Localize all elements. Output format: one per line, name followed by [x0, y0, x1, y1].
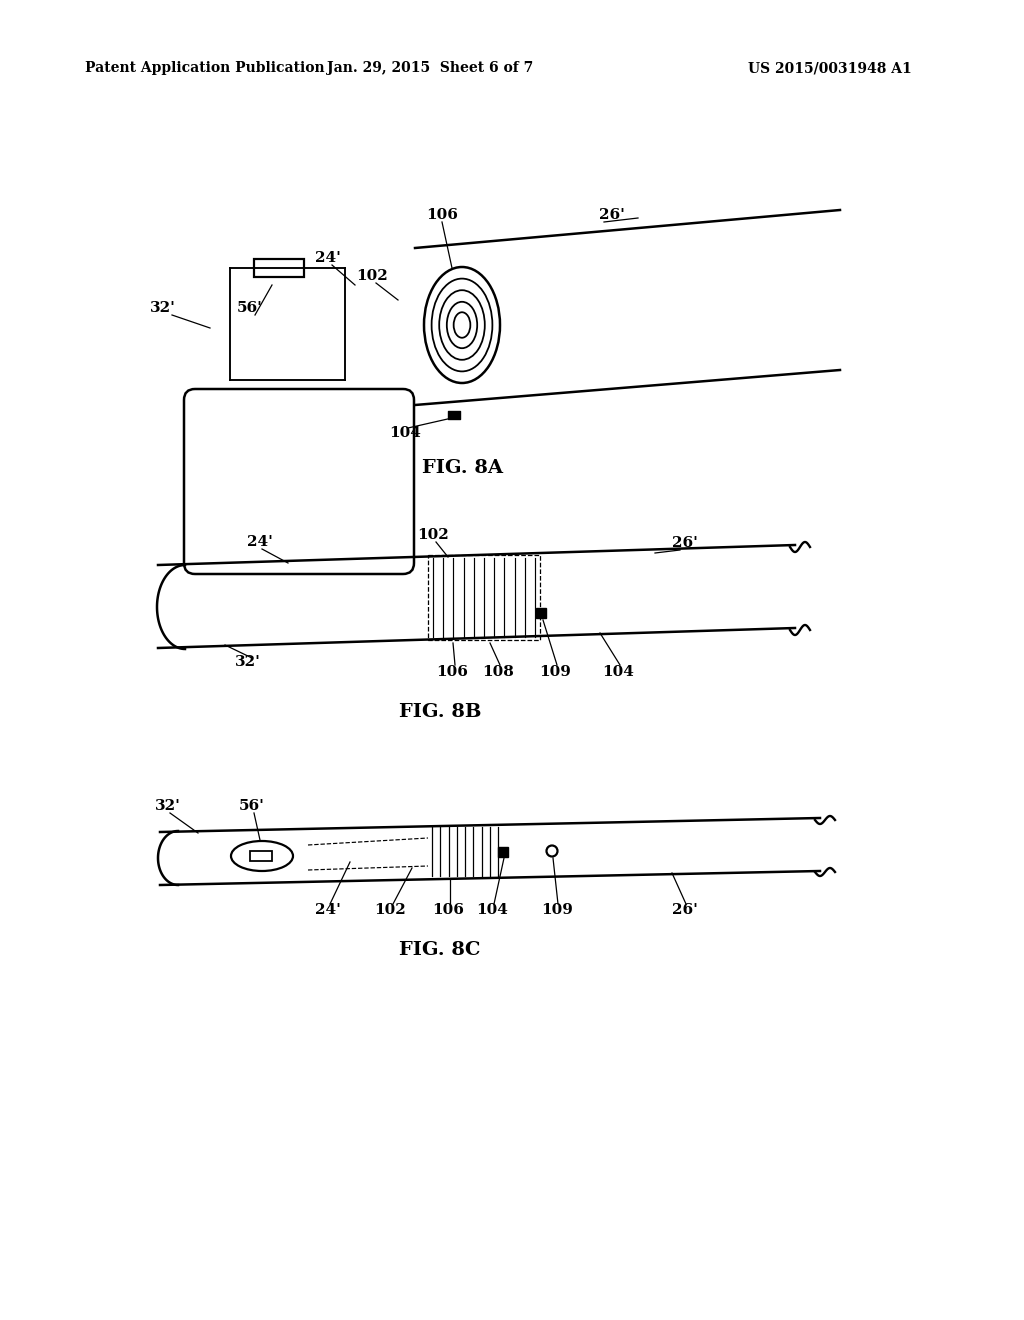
- Text: FIG. 8B: FIG. 8B: [398, 704, 481, 721]
- Text: 104: 104: [602, 665, 634, 678]
- Text: 106: 106: [432, 903, 464, 917]
- Text: 24': 24': [315, 903, 341, 917]
- Text: 102: 102: [417, 528, 449, 543]
- Text: 102: 102: [356, 269, 388, 282]
- Text: Jan. 29, 2015  Sheet 6 of 7: Jan. 29, 2015 Sheet 6 of 7: [327, 61, 534, 75]
- Text: 26': 26': [672, 536, 698, 550]
- Text: 26': 26': [672, 903, 698, 917]
- Text: 24': 24': [247, 535, 273, 549]
- Text: 56': 56': [239, 799, 265, 813]
- Polygon shape: [498, 847, 508, 857]
- Text: 32': 32': [155, 799, 181, 813]
- Text: 102: 102: [374, 903, 406, 917]
- Text: 26': 26': [599, 209, 625, 222]
- Text: US 2015/0031948 A1: US 2015/0031948 A1: [749, 61, 912, 75]
- Text: 109: 109: [539, 665, 571, 678]
- Text: 106: 106: [436, 665, 468, 678]
- Text: 24': 24': [315, 251, 341, 265]
- Text: FIG. 8A: FIG. 8A: [422, 459, 503, 477]
- Text: 104: 104: [476, 903, 508, 917]
- Text: 56': 56': [238, 301, 263, 315]
- Polygon shape: [536, 609, 546, 618]
- Text: 104: 104: [389, 426, 421, 440]
- Text: 109: 109: [541, 903, 573, 917]
- Text: 32': 32': [236, 655, 261, 669]
- Text: 32': 32': [151, 301, 176, 315]
- Text: FIG. 8C: FIG. 8C: [399, 941, 480, 960]
- Text: Patent Application Publication: Patent Application Publication: [85, 61, 325, 75]
- Text: 106: 106: [426, 209, 458, 222]
- Text: 108: 108: [482, 665, 514, 678]
